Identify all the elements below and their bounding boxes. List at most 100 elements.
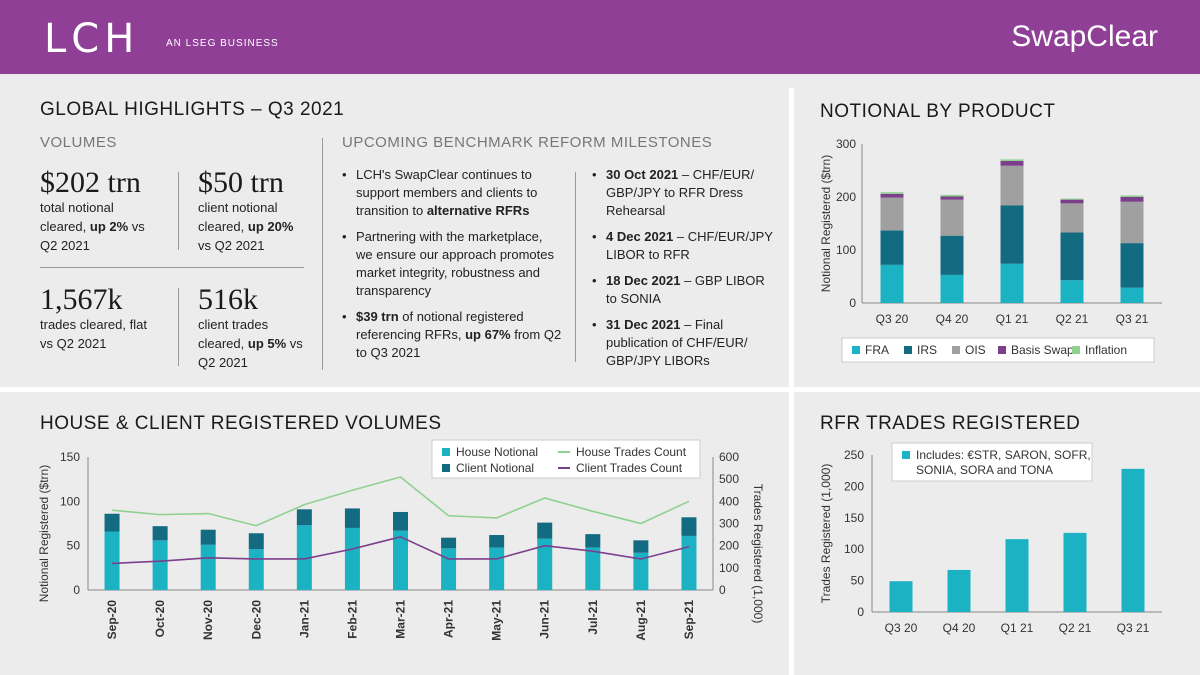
bar-basis-swap	[1120, 197, 1144, 202]
stat-separator	[178, 172, 179, 250]
y-tick-label: 0	[73, 583, 80, 597]
x-tick-label: Q3 21	[1116, 312, 1149, 326]
legend-label: Client Notional	[456, 461, 534, 475]
rfr-trades-title: RFR TRADES REGISTERED	[820, 413, 1081, 434]
bar-house-notional	[152, 540, 168, 590]
house-client-title: HOUSE & CLIENT REGISTERED VOLUMES	[40, 413, 442, 434]
legend-box	[891, 442, 1093, 482]
product-name: SwapClear	[1011, 20, 1158, 53]
y-axis-label: Trades Registered (1,000)	[819, 464, 833, 604]
legend-swatch	[902, 451, 910, 459]
bar-client-notional	[296, 509, 312, 526]
x-tick-label: Q3 20	[885, 621, 918, 635]
x-tick-label: Q3 20	[876, 312, 909, 326]
stat-client-trades-value: 516k	[198, 283, 258, 316]
legend-swatch	[442, 464, 450, 472]
horizontal-divider	[0, 387, 1200, 392]
x-tick-label: Q1 21	[1001, 621, 1034, 635]
bar-inflation	[1000, 159, 1024, 161]
x-tick-label: Feb-21	[345, 600, 359, 639]
bar-fra	[1060, 280, 1084, 303]
line-client-trades-count	[112, 535, 690, 565]
legend-swatch	[852, 346, 860, 354]
bar-house-notional	[633, 552, 649, 590]
bar-rfr-trades	[1121, 468, 1145, 612]
x-tick-label: Q4 20	[936, 312, 969, 326]
bar-client-notional	[633, 540, 649, 553]
list-item: 31 Dec 2021 – Final publication of CHF/E…	[592, 316, 777, 370]
stat-client-trades-desc: client trades cleared, up 5% vs Q2 2021	[198, 317, 303, 370]
y-tick-label: 100	[836, 243, 856, 257]
bar-house-notional	[537, 538, 553, 590]
y-tick-label: 0	[857, 605, 864, 619]
milestones-title: UPCOMING BENCHMARK REFORM MILESTONES	[342, 134, 713, 151]
list-item: 30 Oct 2021 – CHF/EUR/ GBP/JPY to RFR Dr…	[592, 166, 777, 220]
y2-tick-label: 0	[719, 583, 726, 597]
bar-ois	[1000, 165, 1024, 206]
milestones-right-list: 30 Oct 2021 – CHF/EUR/ GBP/JPY to RFR Dr…	[592, 166, 777, 378]
stat-trades-cleared-desc: trades cleared, flat vs Q2 2021	[40, 317, 147, 351]
x-tick-label: Jun-21	[538, 600, 552, 639]
y2-tick-label: 300	[719, 517, 739, 531]
legend-label: FRA	[865, 343, 889, 357]
lch-logo: LCH	[44, 16, 140, 62]
bar-rfr-trades	[1005, 539, 1029, 612]
house-client-chart: 0 50 100 150 0 100 200 300 400 500 600 Notional Reg…	[37, 439, 765, 641]
bar-inflation	[880, 192, 904, 194]
milestones-separator	[575, 172, 576, 362]
legend-label: SONIA, SORA and TONA	[916, 463, 1053, 477]
stat-client-notional-value: $50 trn	[198, 166, 284, 199]
bar-basis-swap	[940, 196, 964, 200]
bar-house-notional	[441, 548, 457, 590]
bar-client-notional	[441, 537, 457, 549]
bar-inflation	[940, 194, 964, 197]
legend-label: Client Trades Count	[576, 461, 683, 475]
bar-rfr-trades	[947, 569, 971, 612]
bar-house-notional	[344, 527, 360, 590]
vertical-divider	[789, 88, 794, 675]
y-tick-label: 100	[60, 494, 80, 508]
bar-irs	[880, 230, 904, 265]
legend-box	[431, 439, 701, 479]
legend-swatch	[952, 346, 960, 354]
line-house-trades-count	[111, 476, 690, 527]
stat-row-separator	[40, 267, 304, 268]
y-tick-label: 200	[836, 190, 856, 204]
legend-label: Includes: €STR, SARON, SOFR,	[916, 448, 1091, 462]
bar-basis-swap	[1000, 160, 1024, 166]
bar-fra	[880, 264, 904, 303]
bar-client-notional	[537, 522, 553, 539]
bar-client-notional	[489, 535, 505, 548]
bar-fra	[940, 274, 964, 303]
bar-ois	[1060, 203, 1084, 233]
bar-house-notional	[585, 547, 601, 590]
bar-inflation	[1120, 195, 1144, 197]
bar-fra	[1120, 287, 1144, 303]
bar-basis-swap	[1060, 199, 1084, 204]
legend-label: House Notional	[456, 445, 538, 459]
bar-rfr-trades	[1063, 532, 1087, 612]
logo-subtitle: AN LSEG BUSINESS	[166, 38, 279, 49]
x-tick-label: Sep-20	[105, 600, 119, 640]
legend-swatch	[998, 346, 1006, 354]
x-tick-label: Q1 21	[996, 312, 1029, 326]
bar-house-notional	[200, 544, 216, 590]
legend-label: IRS	[917, 343, 937, 357]
x-tick-label: Q3 21	[1117, 621, 1150, 635]
bar-basis-swap	[880, 193, 904, 198]
y-tick-label: 150	[844, 511, 864, 525]
bar-rfr-trades	[889, 581, 913, 612]
legend-label: Basis Swap	[1011, 343, 1074, 357]
stat-separator	[178, 288, 179, 366]
rfr-trades-chart: 0 50 100 150 200 250 Trades Registered (1,000)…	[819, 442, 1162, 635]
bar-house-notional	[296, 525, 312, 590]
bar-irs	[1000, 205, 1024, 264]
list-item: LCH's SwapClear continues to support mem…	[342, 166, 562, 220]
stat-trades-cleared-value: 1,567k	[40, 283, 123, 316]
x-tick-label: Q4 20	[943, 621, 976, 635]
legend-swatch	[1072, 346, 1080, 354]
x-tick-label: Aug-21	[634, 600, 648, 641]
bar-client-notional	[104, 513, 120, 532]
y-tick-label: 0	[849, 296, 856, 310]
